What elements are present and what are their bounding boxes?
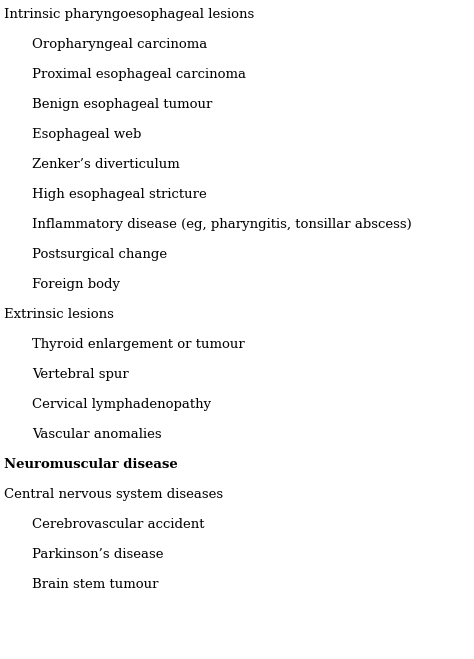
Text: Cerebrovascular accident: Cerebrovascular accident [32,518,204,531]
Text: Cervical lymphadenopathy: Cervical lymphadenopathy [32,398,211,411]
Text: Extrinsic lesions: Extrinsic lesions [4,308,114,321]
Text: Thyroid enlargement or tumour: Thyroid enlargement or tumour [32,338,245,351]
Text: High esophageal stricture: High esophageal stricture [32,188,207,201]
Text: Central nervous system diseases: Central nervous system diseases [4,488,223,501]
Text: Oropharyngeal carcinoma: Oropharyngeal carcinoma [32,38,207,51]
Text: Inflammatory disease (eg, pharyngitis, tonsillar abscess): Inflammatory disease (eg, pharyngitis, t… [32,218,412,231]
Text: Proximal esophageal carcinoma: Proximal esophageal carcinoma [32,68,246,81]
Text: Zenker’s diverticulum: Zenker’s diverticulum [32,158,180,171]
Text: Benign esophageal tumour: Benign esophageal tumour [32,98,212,111]
Text: Intrinsic pharyngoesophageal lesions: Intrinsic pharyngoesophageal lesions [4,8,254,21]
Text: Vertebral spur: Vertebral spur [32,368,129,381]
Text: Vascular anomalies: Vascular anomalies [32,428,162,441]
Text: Brain stem tumour: Brain stem tumour [32,578,158,591]
Text: Esophageal web: Esophageal web [32,128,141,141]
Text: Neuromuscular disease: Neuromuscular disease [4,458,178,471]
Text: Postsurgical change: Postsurgical change [32,248,167,261]
Text: Foreign body: Foreign body [32,278,120,291]
Text: Parkinson’s disease: Parkinson’s disease [32,548,164,561]
